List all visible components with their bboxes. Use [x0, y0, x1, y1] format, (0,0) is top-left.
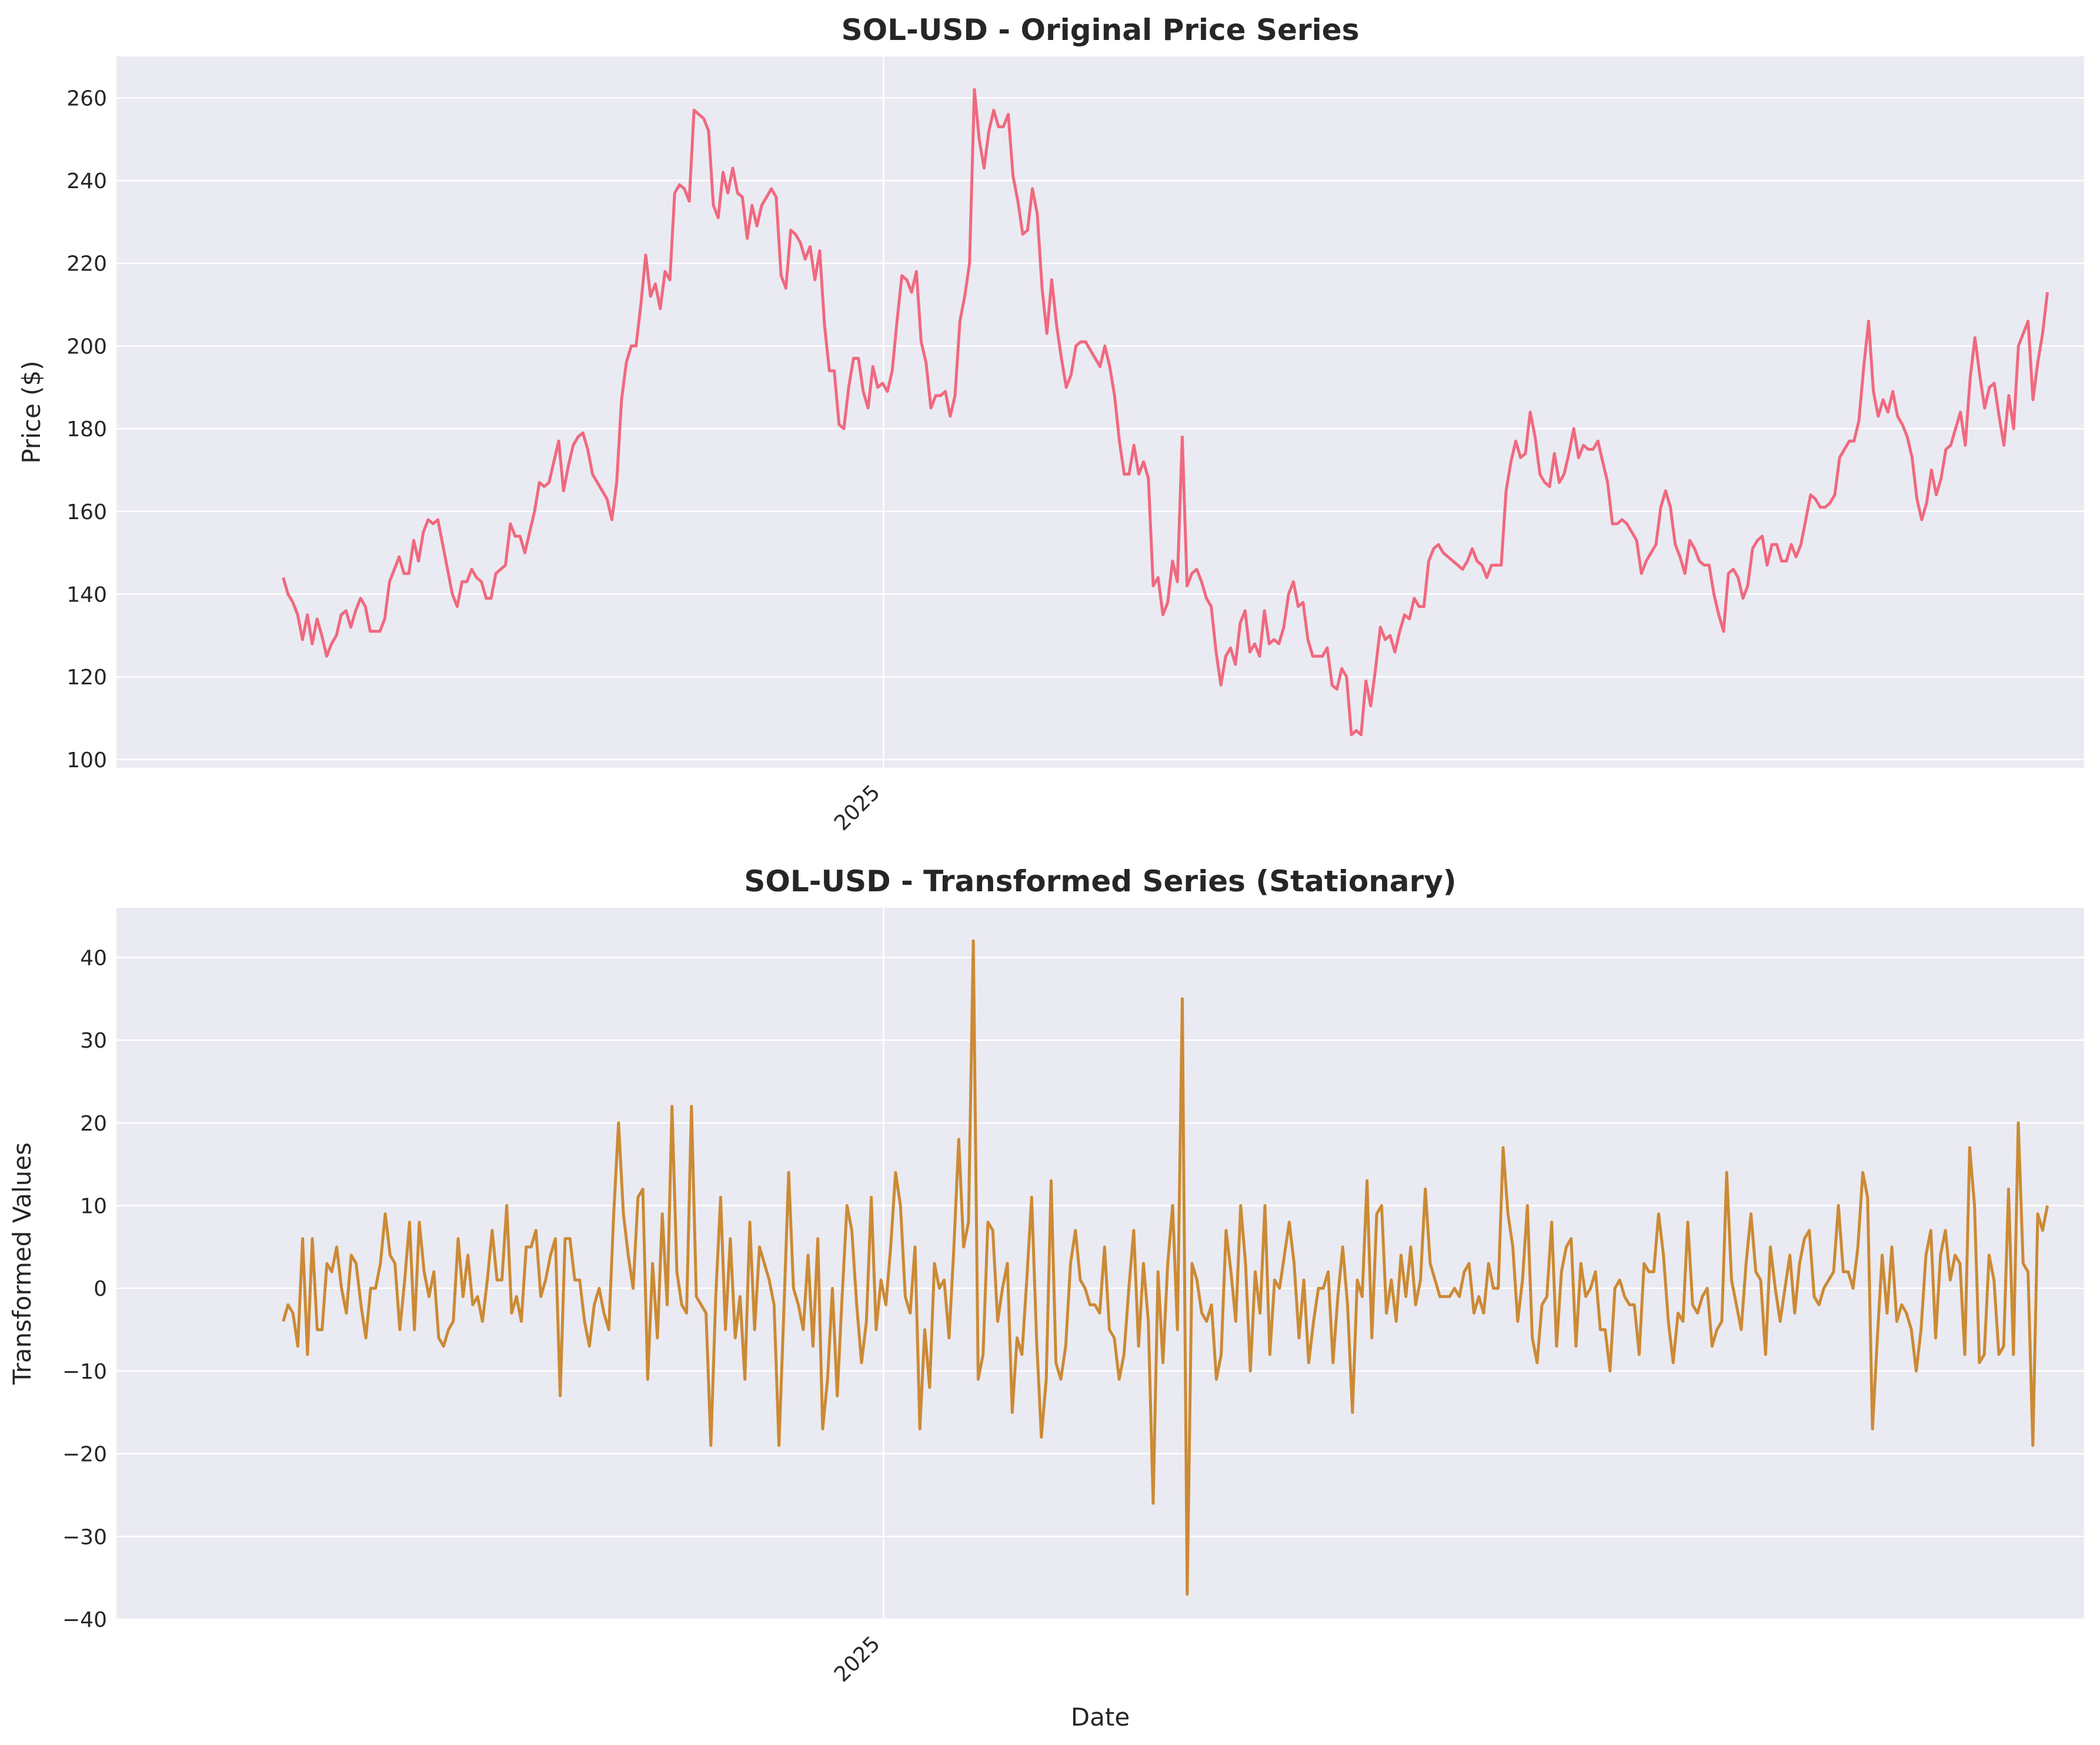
price-plot-area [116, 56, 2084, 768]
price-y-tick-label: 220 [66, 252, 107, 276]
price-y-tick-label: 120 [66, 666, 107, 690]
transformed-y-tick-label: −40 [62, 1608, 107, 1632]
transformed-chart-title: SOL-USD - Transformed Series (Stationary… [744, 864, 1456, 898]
price-chart-title: SOL-USD - Original Price Series [842, 13, 1360, 47]
transformed-y-tick-label: −30 [62, 1525, 107, 1549]
price-y-tick-label: 240 [66, 169, 107, 193]
price-y-axis-label: Price ($) [17, 360, 46, 463]
transformed-series-line [282, 939, 2049, 1596]
price-y-tick-label: 160 [66, 500, 107, 524]
transformed-y-tick-label: −10 [62, 1360, 107, 1384]
transformed-y-tick-label: −20 [62, 1443, 107, 1467]
price-y-tick-label: 200 [66, 335, 107, 359]
price-gridlines [116, 56, 2084, 768]
price-y-ticks: 100 120 140 160 180 200 220 240 260 [66, 86, 107, 773]
transformed-y-tick-label: 10 [80, 1195, 107, 1219]
transformed-x-axis-label: Date [1071, 1703, 1130, 1731]
transformed-y-axis-label: Transformed Values [8, 1142, 36, 1385]
price-series-line [282, 88, 2049, 737]
transformed-y-tick-label: 20 [80, 1112, 107, 1136]
price-y-tick-label: 180 [66, 417, 107, 442]
transformed-y-tick-label: 40 [80, 946, 107, 970]
price-y-tick-label: 260 [66, 86, 107, 111]
price-y-tick-label: 100 [66, 748, 107, 773]
transformed-y-tick-label: 30 [80, 1029, 107, 1053]
transformed-y-tick-label: 0 [94, 1277, 107, 1301]
price-y-tick-label: 140 [66, 583, 107, 607]
transformed-y-ticks: −40 −30 −20 −10 0 10 20 30 40 [62, 946, 107, 1632]
